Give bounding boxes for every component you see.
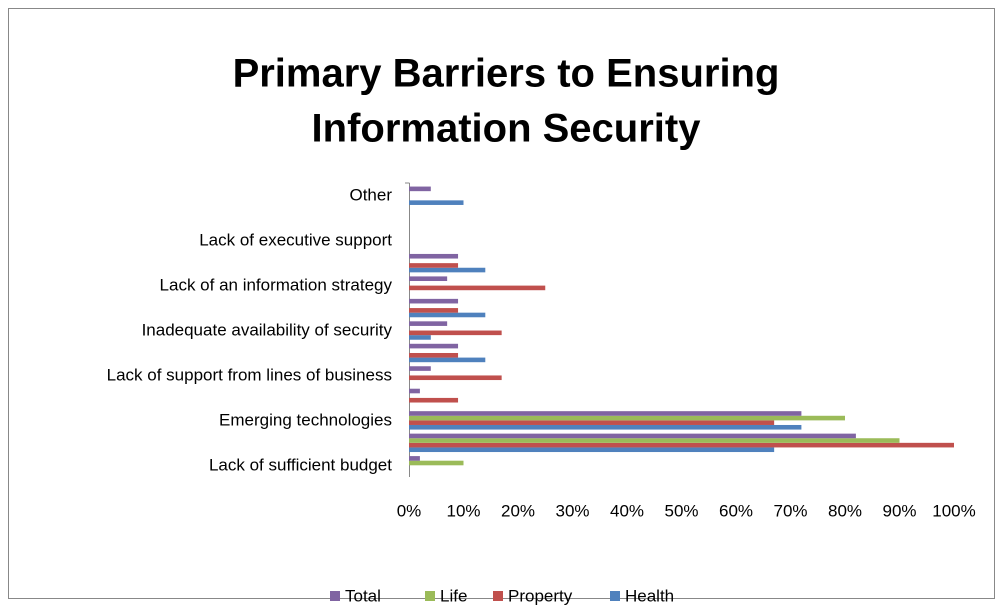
x-tick-label: 70% (773, 501, 807, 520)
x-tick-label: 60% (719, 501, 753, 520)
bar (409, 308, 459, 313)
x-tick-label: 90% (882, 501, 916, 520)
bar (409, 424, 802, 430)
legend-swatch (610, 591, 620, 601)
bar (409, 330, 502, 336)
x-tick-label: 20% (501, 501, 535, 520)
bar (409, 321, 448, 326)
bar (409, 298, 459, 304)
bar (409, 460, 464, 466)
legend-swatch (425, 591, 435, 601)
bar (409, 375, 502, 381)
x-tick-label: 40% (610, 501, 644, 520)
bar (409, 263, 459, 268)
bar (409, 438, 900, 443)
y-tick-label: Emerging technologies (219, 410, 392, 429)
legend-label: Property (508, 586, 573, 605)
bar (409, 433, 856, 439)
bar (409, 420, 775, 425)
legend-label: Life (440, 586, 467, 605)
y-tick-label: Lack of executive support (199, 231, 392, 250)
y-tick-label: Lack of support from lines of business (107, 365, 392, 384)
y-tick-label: Other (349, 186, 392, 205)
x-tick-label: 10% (446, 501, 480, 520)
bar (409, 253, 459, 259)
bar (409, 343, 459, 349)
bar (409, 276, 448, 282)
y-tick-label: Lack of sufficient budget (209, 455, 392, 474)
bar (409, 442, 954, 448)
bar (409, 285, 546, 291)
y-tick-label: Lack of an information strategy (160, 276, 393, 295)
bar (409, 352, 459, 358)
x-tick-label: 80% (828, 501, 862, 520)
legend-label: Total (345, 586, 381, 605)
chart-border (8, 8, 995, 599)
bar (409, 415, 845, 421)
bar (409, 312, 486, 318)
y-tick-label: Inadequate availability of security (142, 320, 393, 339)
x-tick-label: 30% (555, 501, 589, 520)
bar (409, 186, 431, 192)
bar (409, 200, 464, 205)
chart-title: Primary Barriers to Ensuring (233, 52, 780, 96)
bar (409, 366, 431, 371)
legend-swatch (330, 591, 340, 601)
bar (409, 357, 486, 363)
bar (409, 447, 775, 453)
x-tick-label: 100% (932, 501, 975, 520)
bar (409, 335, 431, 340)
x-tick-label: 0% (397, 501, 422, 520)
bar (409, 411, 802, 416)
chart-title: Information Security (312, 107, 702, 151)
bar (409, 397, 459, 403)
legend-swatch (493, 591, 503, 601)
legend-label: Health (625, 586, 674, 605)
x-tick-label: 50% (664, 501, 698, 520)
bar (409, 456, 420, 461)
bar (409, 267, 486, 273)
bar (409, 388, 420, 394)
